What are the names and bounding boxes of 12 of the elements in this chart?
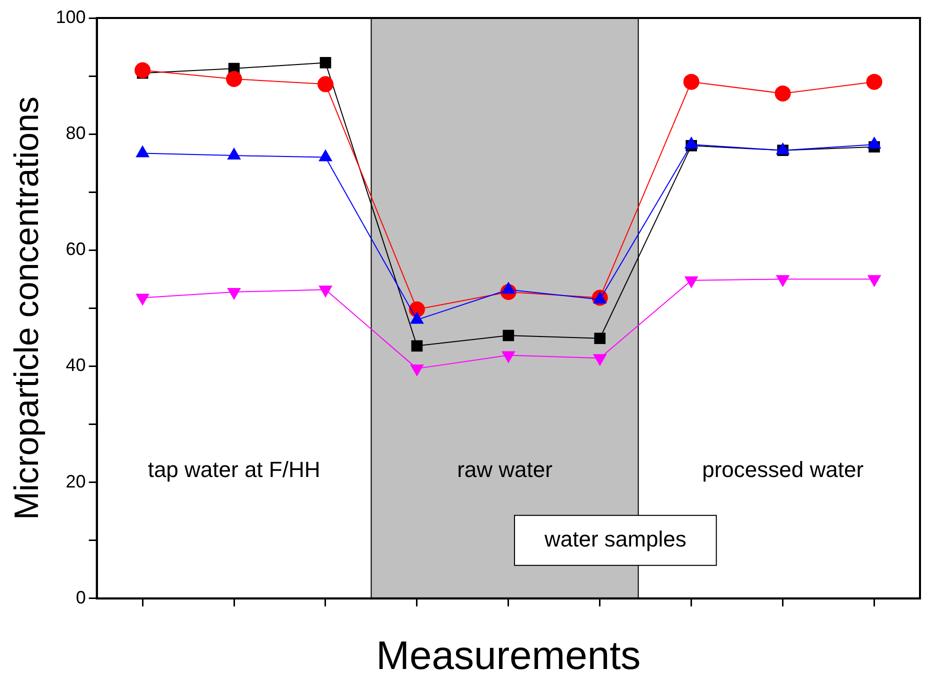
y-axis-title: Microparticle concentrations <box>8 96 46 520</box>
y-tick-label: 60 <box>66 239 86 260</box>
y-tick-label: 20 <box>66 471 86 492</box>
annotation: tap water at F/HH <box>148 456 320 482</box>
y-tick-label: 0 <box>76 587 86 608</box>
y-tick-label: 80 <box>66 123 86 144</box>
x-axis-title: Measurements <box>376 634 641 678</box>
annotation: processed water <box>702 456 864 482</box>
annotation: water samples <box>544 526 686 552</box>
annotation: raw water <box>457 456 552 482</box>
y-tick-label: 100 <box>56 6 86 27</box>
y-tick-label: 40 <box>66 355 86 376</box>
